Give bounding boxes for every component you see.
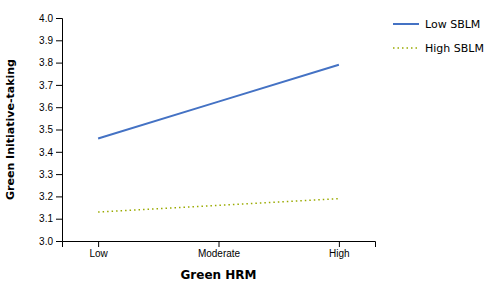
y-tick-label: 3.8 [39,57,53,68]
plot: 3.0 3.1 3.2 3.3 3.4 3.5 3.6 3.7 3.8 3.9 4.0 Low Mode… [39,13,375,259]
y-tick-mark [56,219,62,220]
y-tick-mark [56,174,62,175]
y-tick-mark [56,40,62,41]
legend-label: Low SBLM [425,18,480,31]
y-tick-mark [56,18,62,19]
y-tick-label: 4.0 [39,13,53,24]
y-axis: 3.0 3.1 3.2 3.3 3.4 3.5 3.6 3.7 3.8 3.9 4.0 [39,13,62,247]
y-tick-label: 3.1 [39,213,53,224]
x-tick-mark [98,241,99,247]
x-tick: Low [89,241,108,259]
x-axis: Low Moderate High [63,241,376,259]
x-tick: High [329,241,350,259]
y-tick: 3.0 [39,236,62,247]
x-tick-label: High [329,248,350,259]
y-tick: 3.1 [39,213,62,224]
y-tick-mark [56,241,62,242]
y-tick: 3.8 [39,57,62,68]
y-tick-mark [56,130,62,131]
series-line [98,199,339,212]
legend: Low SBLM High SBLM [393,18,484,55]
y-tick: 3.3 [39,169,62,180]
x-axis-title: Green HRM [181,268,257,282]
y-tick-label: 3.0 [39,236,53,247]
y-tick-label: 3.9 [39,35,53,46]
legend-item: High SBLM [393,42,484,55]
legend-swatch [393,23,419,25]
legend-item: Low SBLM [393,18,480,31]
y-axis-line [56,19,63,242]
y-tick-mark [56,152,62,153]
x-tick-label: Moderate [198,248,241,259]
y-tick-mark [56,196,62,197]
x-tick: Moderate [198,241,241,259]
y-axis-title: Green Initiative-taking [4,59,17,200]
lines [98,65,339,212]
x-tick-mark [219,241,220,247]
x-tick-mark [339,241,340,247]
chart: 3.0 3.1 3.2 3.3 3.4 3.5 3.6 3.7 3.8 3.9 4.0 Low Mode… [0,0,500,287]
y-tick-mark [56,63,62,64]
y-tick-label: 3.7 [39,80,53,91]
y-tick-mark [56,107,62,108]
y-tick-label: 3.2 [39,191,53,202]
y-tick: 4.0 [39,13,62,24]
y-tick: 3.2 [39,191,62,202]
y-tick-label: 3.4 [39,147,53,158]
y-tick-label: 3.6 [39,102,53,113]
legend-label: High SBLM [425,42,484,55]
y-tick: 3.5 [39,124,62,135]
y-tick-label: 3.5 [39,124,53,135]
y-tick: 3.4 [39,147,62,158]
series-line [98,65,339,139]
y-tick-mark [56,85,62,86]
y-tick: 3.9 [39,35,62,46]
y-tick-label: 3.3 [39,169,53,180]
x-tick-label: Low [89,248,108,259]
y-tick: 3.6 [39,102,62,113]
x-axis-line [63,242,376,248]
legend-swatch [393,47,419,49]
y-tick: 3.7 [39,80,62,91]
